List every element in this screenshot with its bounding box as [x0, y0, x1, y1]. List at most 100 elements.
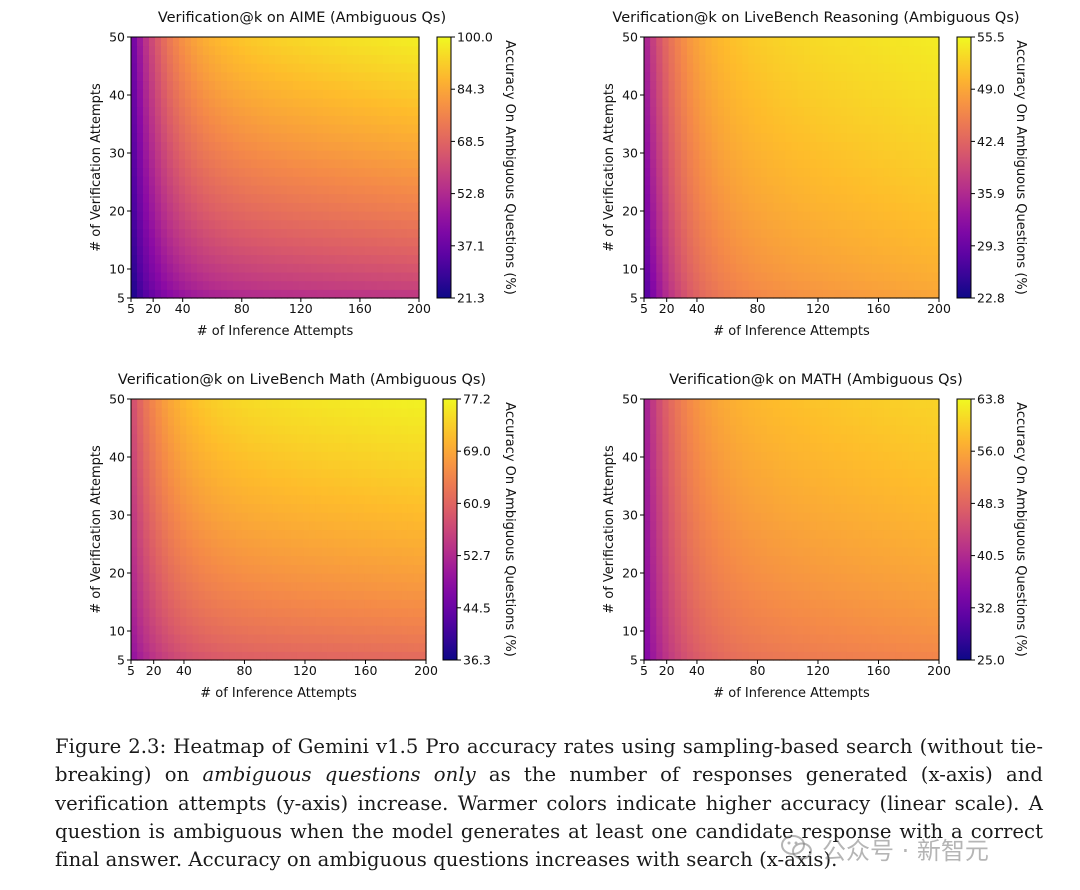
heatmap-cell	[797, 599, 805, 609]
heatmap-cell	[668, 219, 676, 229]
heatmap-cell	[305, 263, 312, 273]
heatmap-cell	[327, 468, 335, 478]
heatmap-cell	[656, 54, 664, 64]
heatmap-cell	[383, 132, 390, 142]
heatmap-cell	[828, 289, 836, 299]
heatmap-cell	[346, 399, 353, 409]
heatmap-cell	[816, 616, 823, 626]
heatmap-cell	[180, 503, 187, 513]
heatmap-cell	[797, 573, 805, 583]
heatmap-cell	[296, 512, 304, 522]
y-axis-label: # of Verification Attempts	[602, 83, 617, 252]
heatmap-cell	[773, 45, 780, 55]
heatmap-cell	[809, 245, 817, 256]
heatmap-cell	[413, 581, 421, 591]
heatmap-cell	[711, 237, 719, 247]
heatmap-cell	[365, 167, 372, 177]
heatmap-cell	[797, 642, 805, 652]
heatmap-cell	[852, 124, 860, 134]
heatmap-cell	[149, 89, 156, 99]
heatmap-cell	[395, 150, 402, 160]
heatmap-cell	[407, 399, 415, 409]
heatmap-cell	[395, 54, 402, 64]
heatmap-cell	[668, 289, 676, 299]
heatmap-cell	[155, 442, 163, 452]
heatmap-cell	[699, 97, 707, 108]
heatmap-cell	[816, 176, 823, 186]
heatmap-cell	[364, 520, 372, 531]
heatmap-cell	[748, 132, 756, 142]
heatmap-cell	[809, 202, 817, 212]
heatmap-cell	[419, 599, 427, 609]
heatmap-cell	[251, 280, 258, 290]
heatmap-cell	[656, 176, 664, 186]
heatmap-cell	[902, 573, 909, 583]
heatmap-cell	[358, 407, 366, 417]
heatmap-cell	[668, 607, 676, 618]
plot-frame	[130, 36, 420, 299]
heatmap-cell	[883, 150, 891, 160]
heatmap-cell	[376, 616, 384, 626]
heatmap-cell	[333, 625, 341, 635]
heatmap-cell	[227, 211, 234, 221]
heatmap-cell	[834, 564, 842, 574]
heatmap-cell	[161, 538, 169, 548]
heatmap-cell	[204, 555, 212, 565]
heatmap-cell	[852, 45, 860, 55]
heatmap-cell	[908, 150, 916, 160]
heatmap-cell	[693, 599, 700, 609]
heatmap-cell	[656, 245, 664, 256]
heatmap-cell	[791, 625, 799, 635]
heatmap-cell	[341, 219, 348, 229]
heatmap-cell	[791, 599, 799, 609]
heatmap-cell	[650, 37, 657, 47]
heatmap-cell	[773, 202, 780, 212]
heatmap-cell	[229, 399, 237, 409]
heatmap-cell	[779, 150, 786, 160]
heatmap-cell	[296, 433, 304, 444]
heatmap-cell	[197, 176, 204, 186]
heatmap-cell	[791, 219, 799, 229]
heatmap-cell	[272, 538, 280, 548]
heatmap-cell	[395, 642, 403, 652]
heatmap-cell	[828, 158, 836, 169]
heatmap-cell	[803, 263, 811, 273]
heatmap-cell	[902, 97, 909, 108]
heatmap-cell	[167, 468, 175, 478]
heatmap-cell	[902, 564, 909, 574]
heatmap-cell	[687, 193, 694, 203]
heatmap-cell	[245, 202, 252, 212]
heatmap-cell	[143, 581, 151, 591]
heatmap-cell	[785, 167, 793, 177]
heatmap-cell	[773, 633, 780, 644]
heatmap-cell	[822, 271, 829, 282]
heatmap-cell	[865, 80, 872, 90]
heatmap-cell	[859, 271, 866, 282]
heatmap-cell	[895, 254, 903, 264]
heatmap-cell	[865, 564, 872, 574]
heatmap-cell	[407, 573, 415, 583]
heatmap-cell	[309, 573, 316, 583]
heatmap-cell	[419, 494, 427, 504]
heatmap-cell	[317, 254, 324, 264]
heatmap-cell	[323, 37, 330, 47]
heatmap-cell	[754, 176, 762, 186]
heatmap-cell	[143, 503, 151, 513]
heatmap-cell	[131, 459, 138, 470]
heatmap-cell	[803, 71, 811, 82]
heatmap-cell	[333, 564, 341, 574]
heatmap-cell	[245, 263, 252, 273]
heatmap-cell	[650, 590, 657, 600]
heatmap-cell	[908, 202, 916, 212]
heatmap-cell	[167, 237, 174, 247]
heatmap-cell	[932, 141, 940, 151]
heatmap-livebench-reasoning: Verification@k on LiveBench Reasoning (A…	[602, 10, 1028, 339]
heatmap-cell	[662, 80, 670, 90]
heatmap-cell	[742, 228, 750, 238]
heatmap-cell	[723, 211, 731, 221]
heatmap-cell	[143, 237, 150, 247]
heatmap-cell	[407, 564, 415, 574]
heatmap-cell	[161, 54, 168, 64]
heatmap-cell	[865, 71, 872, 82]
heatmap-cell	[382, 442, 390, 452]
